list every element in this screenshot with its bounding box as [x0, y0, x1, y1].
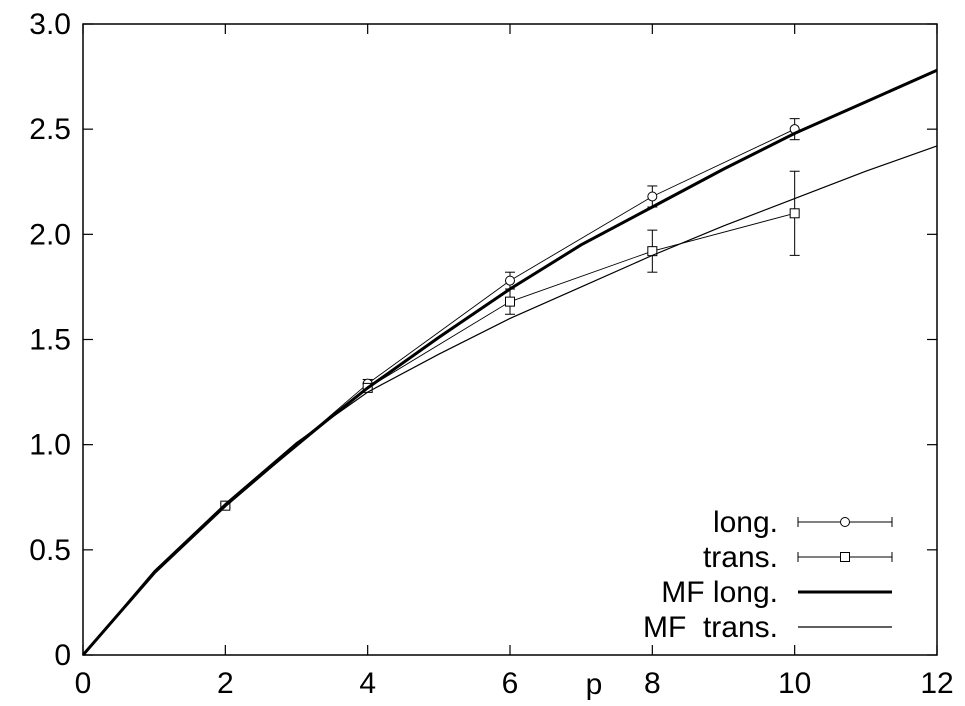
long-point — [647, 191, 658, 202]
y-tick-label: 2.0 — [29, 218, 71, 251]
series-layer — [81, 68, 938, 656]
y-tick-label: 0.5 — [29, 534, 71, 567]
trans-point — [789, 208, 800, 219]
x-axis-label: p — [586, 668, 603, 701]
mf-trans-line — [82, 145, 938, 656]
x-tick-label: 10 — [778, 667, 811, 700]
legend-label: long. — [713, 506, 778, 539]
x-tick-label: 2 — [217, 667, 234, 700]
x-tick-label: 4 — [359, 667, 376, 700]
y-tick-label: 0 — [54, 639, 71, 672]
plot-frame — [82, 23, 938, 656]
legend-label: trans. — [703, 541, 778, 574]
x-tick-label: 6 — [502, 667, 519, 700]
series-2 — [81, 68, 938, 656]
series-1 — [220, 170, 800, 511]
long-connect-line — [225, 128, 795, 507]
y-tick-label: 2.5 — [29, 113, 71, 146]
y-tick-label: 1.0 — [29, 429, 71, 462]
long-point — [505, 275, 515, 286]
legend: long.trans.MF long.MF trans. — [643, 506, 893, 644]
legend-marker — [840, 552, 850, 562]
legend-label: MF trans. — [643, 611, 778, 644]
y-tick-label: 1.5 — [29, 324, 71, 357]
series-3 — [82, 145, 938, 656]
mf-long-line — [81, 68, 938, 656]
trans-connect-line — [225, 212, 795, 507]
x-tick-label: 12 — [920, 667, 953, 700]
legend-marker — [840, 517, 850, 527]
y-tick-label: 3.0 — [29, 8, 71, 41]
x-tick-label: 0 — [75, 667, 92, 700]
legend-label: MF long. — [661, 576, 778, 609]
axes: 0 2 4 6 8 10 12 0 0.5 1.0 1.5 2.0 2.5 3.0 — [29, 8, 953, 700]
trans-point — [505, 296, 515, 307]
x-tick-label: 8 — [644, 667, 661, 700]
